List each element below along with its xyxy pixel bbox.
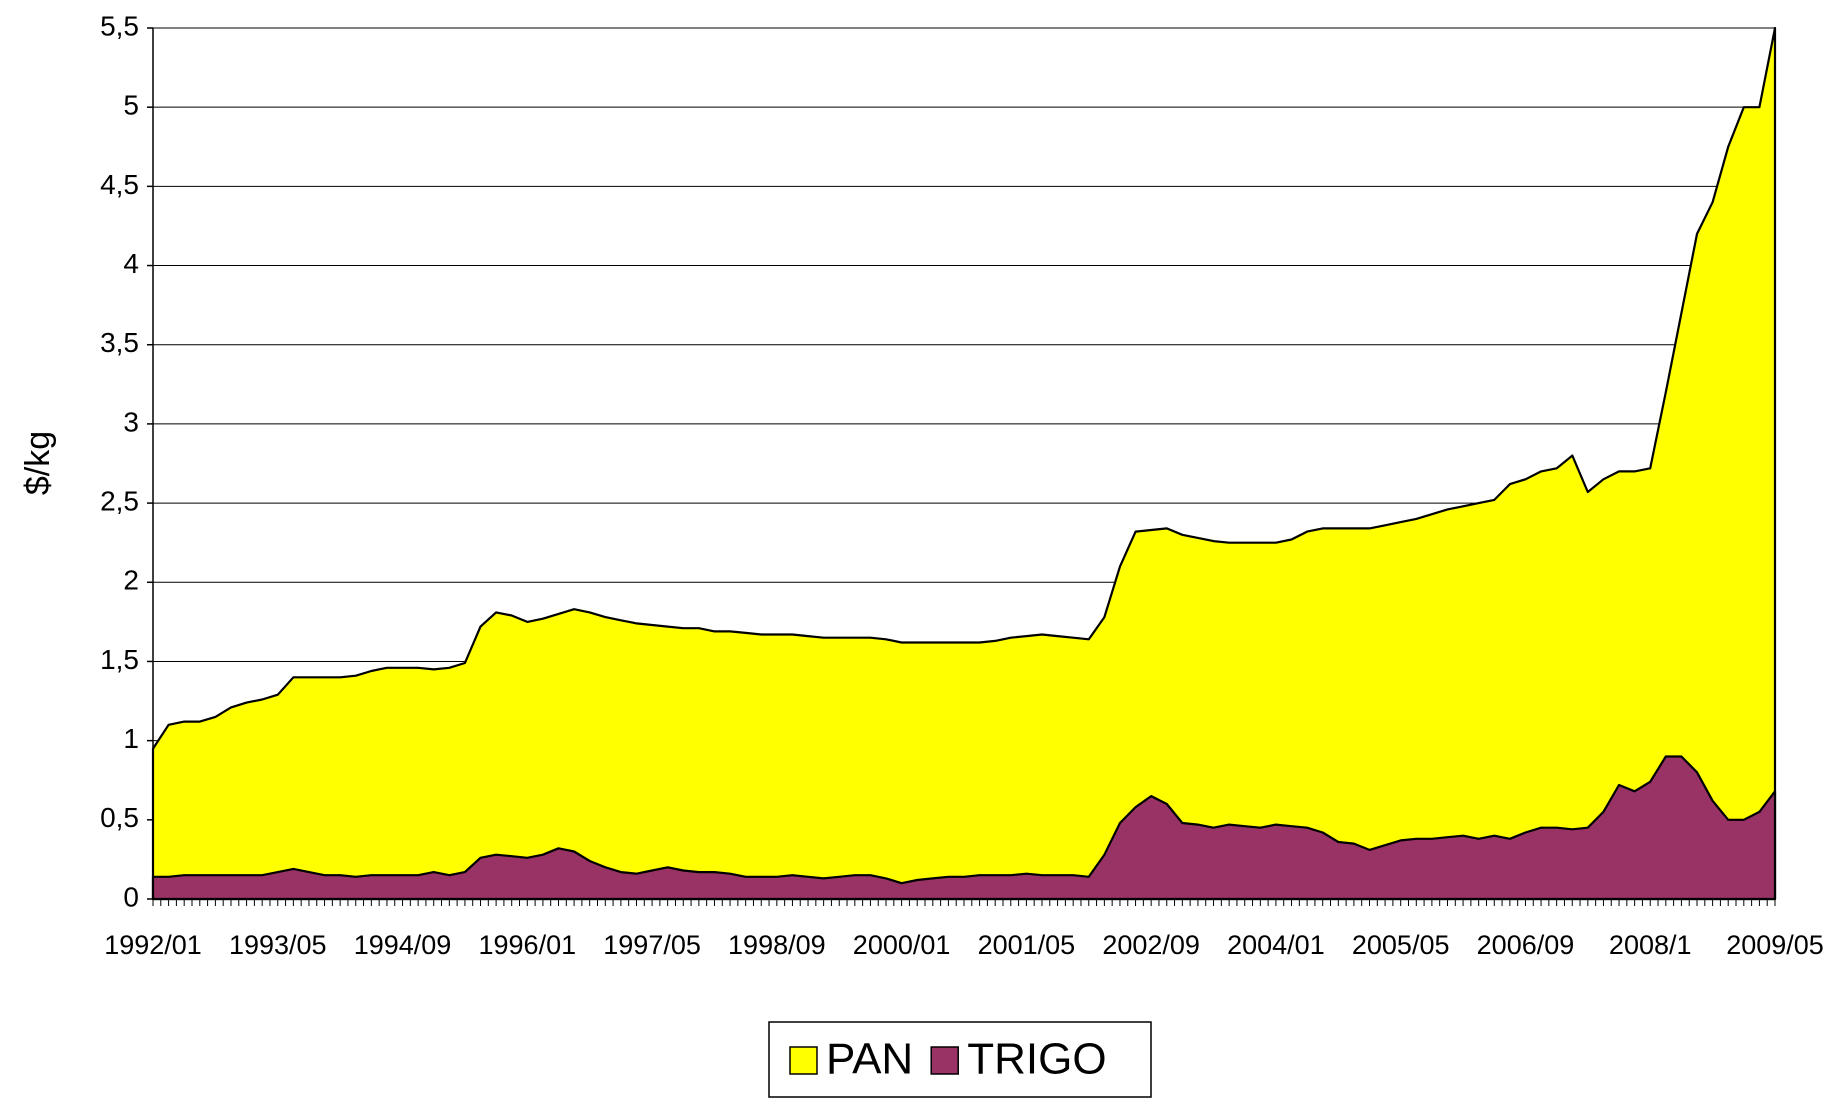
x-tick-label: 2008/1 bbox=[1609, 930, 1692, 960]
legend-label: TRIGO bbox=[967, 1035, 1106, 1084]
y-tick-label: 2,5 bbox=[100, 485, 139, 516]
x-tick-label: 2006/09 bbox=[1477, 930, 1575, 960]
y-tick-label: 3,5 bbox=[100, 327, 139, 358]
x-tick-label: 2001/05 bbox=[978, 930, 1076, 960]
legend-swatch bbox=[789, 1046, 818, 1075]
x-tick-label: 2009/05 bbox=[1726, 930, 1824, 960]
y-tick-label: 5,5 bbox=[100, 10, 139, 41]
x-tick-label: 1993/05 bbox=[229, 930, 327, 960]
y-tick-label: 3 bbox=[123, 406, 139, 437]
area bbox=[151, 755, 1777, 901]
x-tick-label: 1992/01 bbox=[104, 930, 202, 960]
x-tick-label: 1998/09 bbox=[728, 930, 826, 960]
x-tick-label: 1996/01 bbox=[479, 930, 577, 960]
x-tick-label: 2004/01 bbox=[1227, 930, 1325, 960]
legend-label: PAN bbox=[826, 1035, 913, 1084]
x-tick-label: 1994/09 bbox=[354, 930, 452, 960]
y-tick-label: 4,5 bbox=[100, 169, 139, 200]
y-axis-label: $/kg bbox=[19, 431, 57, 495]
legend-swatch bbox=[930, 1046, 959, 1075]
area bbox=[151, 26, 1777, 901]
y-tick-label: 0,5 bbox=[100, 802, 139, 833]
x-tick-label: 2000/01 bbox=[853, 930, 951, 960]
y-tick-label: 1 bbox=[123, 723, 139, 754]
y-tick-label: 1,5 bbox=[100, 644, 139, 675]
y-tick-label: 5 bbox=[123, 90, 139, 121]
y-tick-label: 2 bbox=[123, 565, 139, 596]
x-tick-label: 2002/09 bbox=[1102, 930, 1200, 960]
x-tick-label: 1997/05 bbox=[603, 930, 701, 960]
legend bbox=[768, 1021, 1152, 1098]
x-tick-label: 2005/05 bbox=[1352, 930, 1450, 960]
y-tick-label: 4 bbox=[123, 248, 139, 279]
y-tick-label: 0 bbox=[123, 881, 139, 912]
